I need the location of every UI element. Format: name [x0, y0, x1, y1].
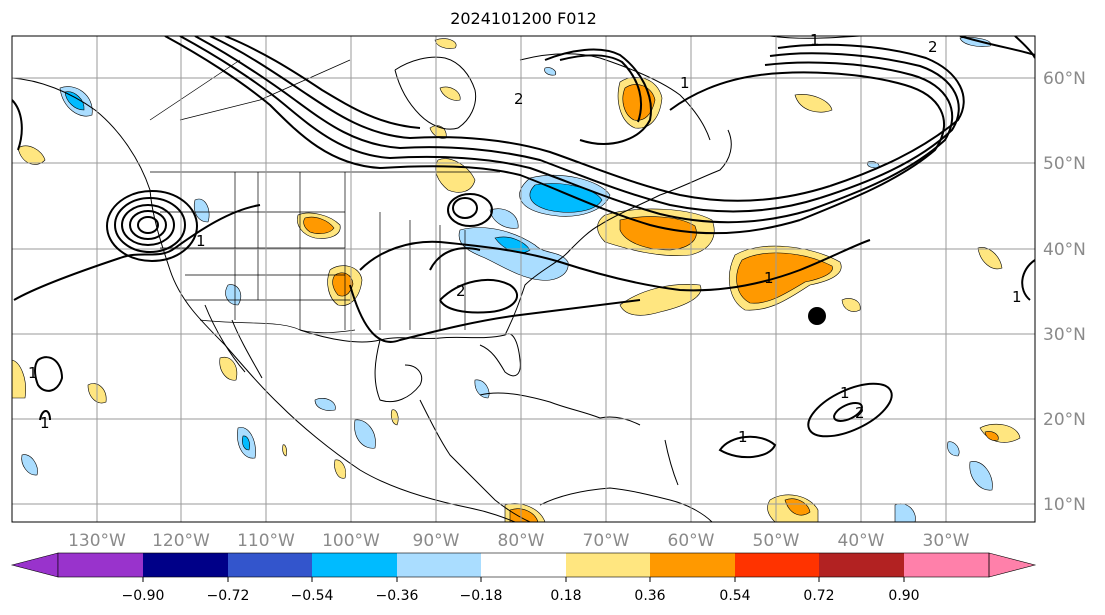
map-title: 2024101200 F012: [450, 9, 597, 28]
lon-label: 100°W: [322, 531, 380, 551]
contour-label: 1: [738, 428, 748, 446]
lon-label: 120°W: [152, 531, 210, 551]
lon-label: 80°W: [498, 531, 545, 551]
colorbar-segment: [566, 553, 650, 577]
lat-label: 10°N: [1043, 495, 1086, 515]
colorbar-outline: [57, 552, 990, 578]
contour-label: 1: [196, 232, 206, 250]
colorbar-segment: [481, 553, 566, 577]
contour-label: 2: [928, 38, 938, 56]
colorbar-segment: [904, 553, 989, 577]
colorbar-tick-label: 0.54: [719, 588, 750, 604]
longitude-labels: 130°W 120°W 110°W 100°W 90°W 80°W 70°W 6…: [68, 531, 970, 551]
colorbar-tick-label: −0.36: [376, 588, 419, 604]
south-america: [539, 487, 713, 522]
colorbar-segment: [228, 553, 312, 577]
lat-label: 20°N: [1043, 410, 1086, 430]
lon-label: 130°W: [68, 531, 126, 551]
contour-label: 1: [28, 364, 38, 382]
colorbar-segment: [58, 553, 143, 577]
colorbar-segment: [143, 553, 228, 577]
graticule: [12, 36, 1035, 522]
contour-label: 1: [810, 31, 820, 49]
colorbar-segment: [397, 553, 481, 577]
contour-labels: 1 2 1 1 2 1 1 1 1 2 1 2 1: [28, 31, 1022, 446]
cuba: [479, 392, 601, 419]
colorbar-tick-label: 0.90: [888, 588, 919, 604]
colorbar-segment: [735, 553, 819, 577]
coastlines: [12, 36, 861, 522]
contour-label: 1: [40, 414, 50, 432]
contour-lines: [12, 36, 1035, 459]
central-america: [419, 399, 531, 522]
negative-area-northeast: [458, 227, 569, 281]
lat-label: 50°N: [1043, 154, 1086, 174]
latitude-labels: 60°N 50°N 40°N 30°N 20°N 10°N: [1043, 69, 1086, 515]
colorbar-extend-high: [988, 552, 1037, 578]
lon-label: 60°W: [668, 531, 715, 551]
map-frame: [11, 35, 1036, 523]
contour-label: 2: [514, 90, 524, 108]
colorbar-tick-label: −0.90: [122, 588, 165, 604]
colorbar-tick-label: 0.18: [550, 588, 581, 604]
colorbar-tick-label: 0.36: [634, 588, 665, 604]
contour-label: 2: [456, 282, 466, 300]
lesser-antilles: [664, 439, 679, 486]
colorbar-segment: [312, 553, 397, 577]
contour-label: 2: [855, 404, 865, 422]
lon-label: 70°W: [583, 531, 630, 551]
colorbar-tick-label: −0.54: [291, 588, 334, 604]
colorbar: −0.90 −0.72 −0.54 −0.36 −0.18 0.18 0.36 …: [10, 552, 1037, 604]
lon-label: 50°W: [753, 531, 800, 551]
lon-label: 110°W: [237, 531, 295, 551]
contour-label: 1: [764, 269, 774, 287]
contour-label: 1: [680, 74, 690, 92]
baja-california: [204, 304, 263, 379]
greenland: [769, 36, 861, 39]
contour-label: 1: [840, 384, 850, 402]
lat-label: 30°N: [1043, 325, 1086, 345]
point-marker: [808, 307, 826, 325]
lat-label: 60°N: [1043, 69, 1086, 89]
map-background: [12, 36, 1035, 522]
colorbar-extend-low: [10, 552, 59, 578]
lon-label: 40°W: [838, 531, 885, 551]
contour-label: 1: [1012, 288, 1022, 306]
colorbar-tick-label: 0.72: [803, 588, 834, 604]
hudson-bay: [394, 56, 477, 130]
lat-label: 40°N: [1043, 240, 1086, 260]
colorbar-tick-label: −0.18: [460, 588, 503, 604]
atlantic-coast: [504, 129, 732, 336]
colorbar-segment: [819, 553, 904, 577]
yucatan: [374, 339, 423, 403]
colorbar-tick-label: −0.72: [207, 588, 250, 604]
gulf-coast: [299, 329, 521, 377]
political-borders: [149, 59, 500, 334]
lon-label: 30°W: [923, 531, 970, 551]
colorbar-segment: [650, 553, 735, 577]
lon-label: 90°W: [413, 531, 460, 551]
